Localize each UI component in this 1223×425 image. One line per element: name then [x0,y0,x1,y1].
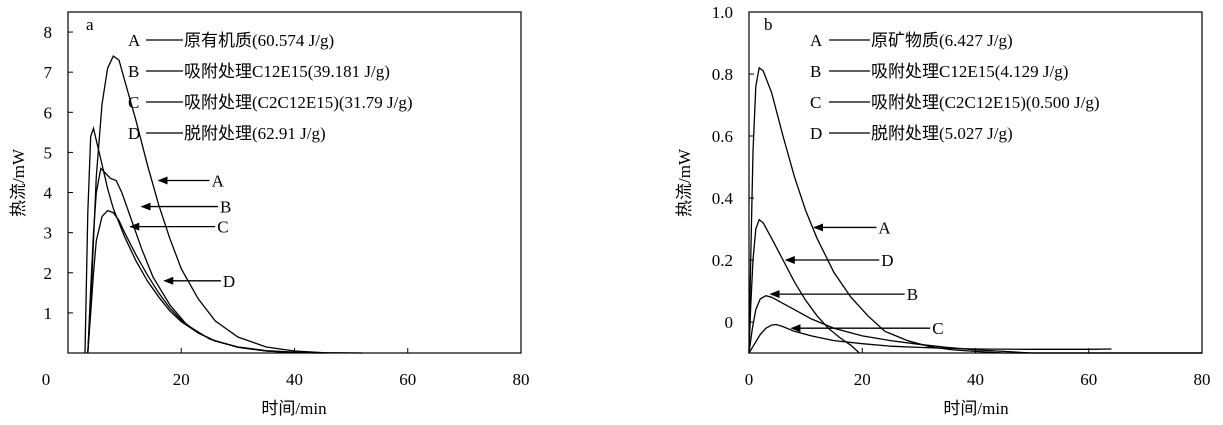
y-tick-label-a: 7 [44,63,53,82]
panel-label-b: b [764,15,773,34]
legend-text-a: 原有机质(60.574 J/g) [184,31,334,50]
y-tick-label-a: 1 [44,304,53,323]
series-line-b-C [748,323,1112,354]
legend-key-a: D [128,124,140,143]
annotation-label-b: A [878,218,891,237]
legend-key-a: C [128,93,139,112]
x-tick-label-b: 40 [967,370,984,389]
y-tick-label-b: 0.2 [712,251,733,270]
x-axis-title-a: 时间/min [261,399,327,418]
series-group-b [748,66,1202,354]
series-line-a-D [84,125,318,354]
y-tick-label-a: 3 [44,224,53,243]
chart-panel-a: a 0 20 40 60 80 1 2 3 4 5 6 7 8 A 原有机质(60.574 J/g) B 吸附… [9,11,530,418]
y-tick-label-b: 0.6 [712,127,733,146]
panel-label-a: a [86,15,94,34]
x-tick-label-b: 60 [1080,370,1097,389]
y-tick-label-a: 8 [44,23,53,42]
annotation-label-b: C [932,319,943,338]
annotation-label-a: A [212,171,225,190]
tick-group-a: 0 20 40 60 80 1 2 3 4 5 6 7 8 [42,23,530,389]
legend-key-a: A [128,31,141,50]
x-tick-label-a: 20 [173,370,190,389]
series-group-a [84,55,363,354]
legend-text-b: 吸附处理C12E15(4.129 J/g) [871,62,1068,81]
x-tick-label-a: 60 [399,370,416,389]
series-line-b-B [748,295,1202,354]
legend-text-a: 吸附处理(C2C12E15)(31.79 J/g) [184,93,413,112]
y-axis-title-a: 热流/mW [9,148,28,217]
tick-group-b: 0 20 40 60 80 0 0.2 0.4 0.6 0.8 1.0 [712,3,1211,389]
x-tick-label-b: 20 [854,370,871,389]
annotation-label-b: B [907,285,918,304]
y-tick-label-b: 0 [725,313,734,332]
legend-text-b: 脱附处理(5.027 J/g) [871,124,1013,143]
legend-b: A 原矿物质(6.427 J/g) B 吸附处理C12E15(4.129 J/g) C 吸… [810,31,1100,143]
x-tick-label-b: 80 [1194,370,1211,389]
series-line-a-B [87,167,323,354]
legend-key-b: B [810,62,821,81]
legend-text-a: 吸附处理C12E15(39.181 J/g) [184,62,390,81]
legend-key-b: C [810,93,821,112]
series-line-a-A [87,55,363,354]
legend-text-b: 原矿物质(6.427 J/g) [871,31,1013,50]
x-tick-label-b: 0 [745,370,754,389]
y-tick-label-b: 0.4 [712,189,734,208]
y-tick-label-a: 4 [44,184,53,203]
y-tick-label-b: 0.8 [712,65,733,84]
annotation-label-a: B [220,198,231,217]
x-axis-title-b: 时间/min [943,399,1009,418]
series-line-a-C [87,209,329,354]
legend-key-b: A [810,31,823,50]
legend-key-a: B [128,62,139,81]
y-tick-label-b: 1.0 [712,3,733,22]
legend-text-b: 吸附处理(C2C12E15)(0.500 J/g) [871,93,1100,112]
annotation-group-a: ABC D [129,171,235,291]
x-tick-label-a: 40 [286,370,303,389]
legend-text-a: 脱附处理(62.91 J/g) [184,124,326,143]
annotation-label-a: C [217,218,228,237]
series-line-b-D [748,218,860,354]
annotation-label-b: D [881,251,893,270]
y-tick-label-a: 5 [44,143,53,162]
chart-panel-b: b 0 20 40 60 80 0 0.2 0.4 0.6 0.8 1.0 A 原矿物质(6.427 … [675,3,1211,418]
legend-a: A 原有机质(60.574 J/g) B 吸附处理C12E15(39.181 J/g)… [128,31,413,143]
y-tick-label-a: 2 [44,264,53,283]
y-tick-label-a: 6 [44,103,53,122]
x-tick-label-a: 0 [42,370,51,389]
annotation-label-a: D [223,272,235,291]
y-axis-title-b: 热流/mW [675,148,694,217]
legend-key-b: D [810,124,822,143]
x-tick-label-a: 80 [513,370,530,389]
